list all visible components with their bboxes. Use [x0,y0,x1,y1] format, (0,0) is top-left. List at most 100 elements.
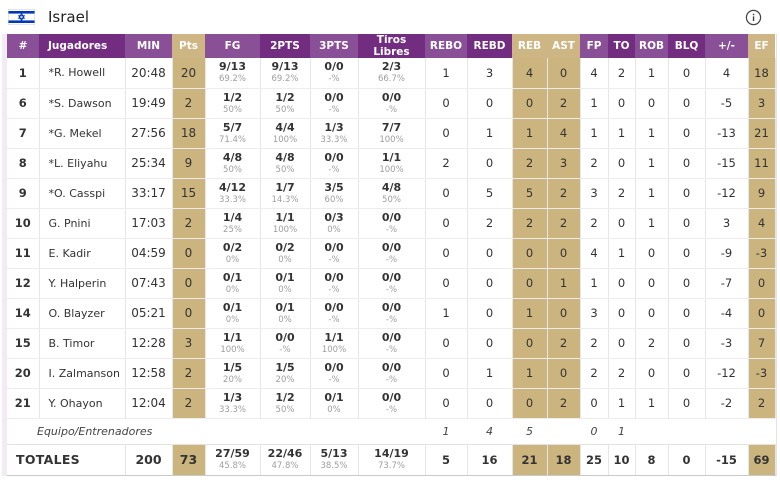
cell-ef: 69 [748,444,776,476]
cell-min: 25:34 [125,148,173,179]
cell-fg: 0/2 0% [205,238,261,269]
cell-p2: 1/7 14.3% [260,178,311,209]
cell-num: 15 [7,328,40,359]
cell-fp: 2 [580,148,609,179]
cell-fg: 1/2 50% [205,88,261,119]
cell-pm: -3 [705,328,749,359]
cell-ef: 2 [748,388,776,419]
col-header-ast: AST [547,34,580,58]
cell-rebd: 0 [467,388,513,419]
cell-p2: 22/46 47.8% [260,444,311,476]
totals-label: TOTALES [7,444,126,476]
cell-rebd: 0 [467,148,513,179]
cell-blq: 0 [668,388,706,419]
cell-ast: 0 [547,298,581,329]
box-score-table-wrap: # Jugadores MIN Pts FG 2PTS 3PTS Tiros Libres RE… [2,34,777,476]
col-header-p3: 3PTS [310,34,358,58]
cell-ef: 7 [748,328,776,359]
player-name: B. Timor [39,328,126,359]
cell-pts: 0 [172,268,206,299]
cell-ef: 18 [748,58,776,89]
cell-ft: 0/0 -% [358,388,426,419]
cell-rebd: 4 [467,418,512,445]
table-row: 7 *G. Mekel 27:56 18 5/7 71.4% 4/4 100% 1/3 33.3%… [7,118,776,149]
table-row: 12 Y. Halperin 07:43 0 0/1 0% 0/1 0% 0/0 -% 0/0 -% 0… [7,268,776,299]
cell-ef: 0 [748,268,776,299]
cell-rebo: 0 [425,178,468,209]
cell-fg: 0/1 0% [205,268,261,299]
table-row: 8 *L. Eliyahu 25:34 9 4/8 50% 4/8 50% 0/0 -% 1/1 10… [7,148,776,179]
cell-min: 12:28 [125,328,173,359]
cell-rebd: 5 [467,178,513,209]
cell-rob: 0 [635,298,669,329]
cell-ft: 0/0 -% [358,298,426,329]
cell-ef: 4 [748,208,776,239]
team-coaches-row: Equipo/Entrenadores 1 4 5 0 1 [7,418,775,445]
cell-pm: -2 [705,388,749,419]
cell-rebo: 1 [425,418,467,445]
cell-min: 27:56 [125,118,173,149]
cell-to: 1 [608,118,636,149]
israel-flag-icon [8,9,35,25]
cell-fp: 1 [580,88,609,119]
cell-num: 12 [7,268,40,299]
cell-pts: 73 [172,444,206,476]
cell-fg: 1/4 25% [205,208,261,239]
col-header-to: TO [608,34,635,58]
cell-ast: 2 [547,388,581,419]
cell-rebd: 1 [467,358,513,389]
cell-reb: 0 [512,88,548,119]
cell-fg: 1/1 100% [205,328,261,359]
table-row: 15 B. Timor 12:28 3 1/1 100% 0/0 -% 1/1 100% 0/0 -%… [7,328,776,359]
cell-ef: 21 [748,118,776,149]
cell-to: 2 [608,358,636,389]
cell-reb: 5 [512,178,548,209]
cell-p3: 3/5 60% [310,178,359,209]
player-name: I. Zalmanson [39,358,126,389]
player-name: *O. Casspi [39,178,126,209]
cell-fp: 1 [580,268,609,299]
cell-rebo: 0 [425,208,468,239]
cell-p2: 0/2 0% [260,238,311,269]
cell-p3: 1/1 100% [310,328,359,359]
info-icon[interactable] [745,9,762,26]
cell-ast: 0 [547,238,581,269]
cell-num: 14 [7,298,40,329]
col-header-min: MIN [125,34,172,58]
col-header-player: Jugadores [39,34,125,58]
player-name: Y. Halperin [39,268,126,299]
cell-rebo: 0 [425,328,468,359]
cell-num: 20 [7,358,40,389]
cell-rob: 0 [635,268,669,299]
team-name: Israel [48,8,89,26]
cell-p3: 0/0 -% [310,238,359,269]
cell-min: 20:48 [125,58,173,89]
cell-p3: 5/13 38.5% [310,444,359,476]
cell-blq: 0 [668,444,706,476]
cell-to: 0 [608,148,636,179]
cell-pts: 0 [172,238,206,269]
cell-rob: 0 [635,88,669,119]
cell-rob: 1 [635,148,669,179]
cell-num: 10 [7,208,40,239]
team-header: Israel [0,0,780,34]
col-header-blq: BLQ [668,34,705,58]
cell-rob: 0 [635,358,669,389]
cell-blq: 0 [668,58,706,89]
cell-p3: 0/0 -% [310,298,359,329]
player-name: G. Pnini [39,208,126,239]
cell-min: 12:58 [125,358,173,389]
col-header-fg: FG [205,34,260,58]
cell-rebd: 0 [467,298,513,329]
cell-ast: 2 [547,178,581,209]
cell-blq: 0 [668,178,706,209]
cell-p3: 1/3 33.3% [310,118,359,149]
table-row: 20 I. Zalmanson 12:58 2 1/5 20% 1/5 20% 0/0 -% 0/0… [7,358,776,389]
cell-blq: 0 [668,358,706,389]
cell-rebo: 0 [425,358,468,389]
cell-rebd: 2 [467,208,513,239]
cell-reb: 4 [512,58,548,89]
cell-ef: -3 [748,358,776,389]
cell-blq: 0 [668,148,706,179]
cell-rob: 0 [635,238,669,269]
